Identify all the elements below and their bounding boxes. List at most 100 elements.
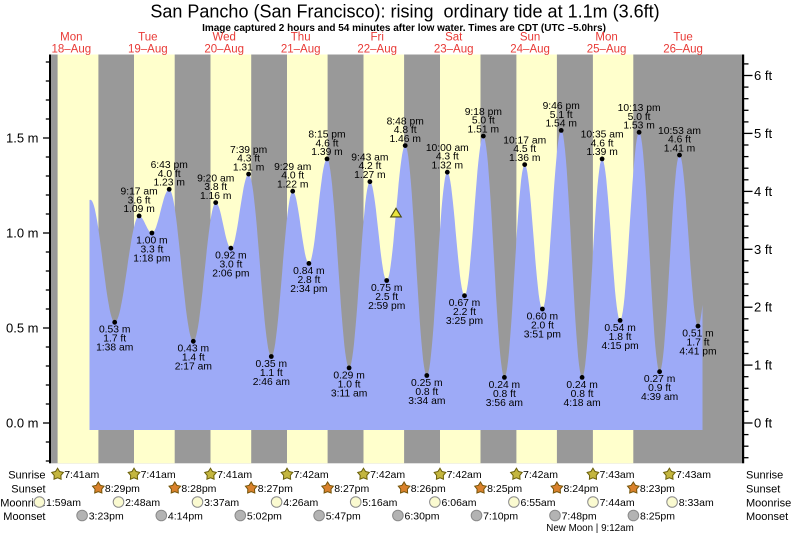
svg-text:0.84 m: 0.84 m [293, 266, 324, 277]
svg-text:5.1 ft: 5.1 ft [550, 110, 573, 121]
svg-text:25–Aug: 25–Aug [587, 43, 627, 55]
svg-text:Sunrise: Sunrise [8, 470, 45, 482]
svg-text:0.92 m: 0.92 m [215, 251, 246, 262]
svg-text:1.22 m: 1.22 m [277, 180, 308, 191]
svg-text:9:20 am: 9:20 am [197, 173, 234, 184]
svg-text:4.8 ft: 4.8 ft [394, 125, 417, 136]
svg-text:4.0 ft: 4.0 ft [158, 169, 181, 180]
svg-text:Tue: Tue [138, 32, 157, 44]
svg-text:8:33am: 8:33am [679, 497, 714, 509]
svg-text:9:43 am: 9:43 am [351, 152, 388, 163]
svg-text:0.54 m: 0.54 m [604, 323, 635, 334]
svg-text:2:06 pm: 2:06 pm [212, 269, 249, 280]
svg-text:0.5 m: 0.5 m [6, 321, 39, 336]
svg-text:3:34 am: 3:34 am [408, 396, 445, 407]
svg-text:2.2 ft: 2.2 ft [453, 307, 476, 318]
svg-text:5 ft: 5 ft [754, 126, 772, 141]
svg-text:Sun: Sun [520, 32, 540, 44]
svg-text:Tue: Tue [673, 32, 692, 44]
svg-text:7:42am: 7:42am [294, 469, 329, 481]
svg-text:1.16 m: 1.16 m [200, 191, 231, 202]
svg-text:3:37am: 3:37am [204, 497, 239, 509]
svg-text:0.24 m: 0.24 m [566, 380, 597, 391]
svg-text:10:35 am: 10:35 am [581, 130, 624, 141]
svg-text:0.67 m: 0.67 m [449, 298, 480, 309]
svg-text:1.5 m: 1.5 m [6, 131, 39, 146]
svg-text:Sat: Sat [445, 32, 463, 44]
svg-text:8:48 pm: 8:48 pm [387, 116, 424, 127]
svg-text:1.0 m: 1.0 m [6, 226, 39, 241]
svg-text:2:34 pm: 2:34 pm [290, 284, 327, 295]
svg-text:3:25 pm: 3:25 pm [446, 316, 483, 327]
svg-text:19–Aug: 19–Aug [128, 43, 168, 55]
svg-text:8:24pm: 8:24pm [564, 483, 599, 495]
svg-text:3.6 ft: 3.6 ft [128, 195, 151, 206]
svg-text:5:02pm: 5:02pm [247, 510, 282, 522]
svg-text:3.3 ft: 3.3 ft [140, 244, 163, 255]
svg-text:10:53 am: 10:53 am [658, 126, 701, 137]
svg-text:1.23 m: 1.23 m [153, 178, 184, 189]
svg-text:4.3 ft: 4.3 ft [436, 152, 459, 163]
svg-text:0.25 m: 0.25 m [411, 378, 442, 389]
svg-text:8:23pm: 8:23pm [640, 483, 675, 495]
svg-text:1.53 m: 1.53 m [623, 121, 654, 132]
svg-text:1.32 m: 1.32 m [432, 161, 463, 172]
svg-text:San Pancho (San Francisco): ri: San Pancho (San Francisco): rising ordin… [150, 2, 659, 22]
svg-text:1.51 m: 1.51 m [468, 124, 499, 135]
svg-text:2:48am: 2:48am [125, 497, 160, 509]
svg-text:1.41 m: 1.41 m [664, 143, 695, 154]
svg-text:2:59 pm: 2:59 pm [368, 301, 405, 312]
svg-text:Mon: Mon [60, 32, 82, 44]
svg-text:1.1 ft: 1.1 ft [260, 368, 283, 379]
svg-text:4:18 am: 4:18 am [563, 398, 600, 409]
svg-text:1.8 ft: 1.8 ft [609, 332, 632, 343]
svg-text:1.39 m: 1.39 m [586, 147, 617, 158]
svg-text:8:26pm: 8:26pm [411, 483, 446, 495]
svg-text:2 ft: 2 ft [754, 300, 772, 315]
svg-text:10:13 pm: 10:13 pm [618, 103, 661, 114]
svg-text:5.0 ft: 5.0 ft [472, 116, 495, 127]
svg-text:9:46 pm: 9:46 pm [543, 101, 580, 112]
svg-text:4.6 ft: 4.6 ft [668, 135, 691, 146]
svg-text:0.8 ft: 0.8 ft [415, 387, 438, 398]
svg-text:1.0 ft: 1.0 ft [338, 379, 361, 390]
svg-text:4:39 am: 4:39 am [641, 392, 678, 403]
svg-text:4:26am: 4:26am [283, 497, 318, 509]
svg-text:7:44am: 7:44am [600, 497, 635, 509]
svg-text:7:43am: 7:43am [600, 469, 635, 481]
svg-text:3:23pm: 3:23pm [89, 510, 124, 522]
svg-text:10:00 am: 10:00 am [426, 143, 469, 154]
svg-text:1.4 ft: 1.4 ft [182, 353, 205, 364]
svg-text:7:39 pm: 7:39 pm [230, 145, 267, 156]
svg-text:1.27 m: 1.27 m [354, 170, 385, 181]
svg-text:7:48pm: 7:48pm [562, 510, 597, 522]
svg-text:5:47pm: 5:47pm [326, 510, 361, 522]
svg-text:1.09 m: 1.09 m [123, 204, 154, 215]
svg-text:6:43 pm: 6:43 pm [151, 160, 188, 171]
svg-text:5.0 ft: 5.0 ft [628, 112, 651, 123]
svg-text:0.24 m: 0.24 m [489, 380, 520, 391]
svg-text:0.29 m: 0.29 m [333, 370, 364, 381]
svg-text:1.54 m: 1.54 m [545, 119, 576, 130]
svg-text:4:41 pm: 4:41 pm [679, 347, 716, 358]
svg-text:4.6 ft: 4.6 ft [591, 138, 614, 149]
svg-text:0.60 m: 0.60 m [527, 311, 558, 322]
svg-text:7:42am: 7:42am [523, 469, 558, 481]
svg-text:2:46 am: 2:46 am [253, 377, 290, 388]
svg-text:9:17 am: 9:17 am [120, 187, 157, 198]
svg-text:10:17 am: 10:17 am [503, 135, 546, 146]
svg-text:5:16am: 5:16am [362, 497, 397, 509]
svg-text:4.2 ft: 4.2 ft [358, 161, 381, 172]
svg-text:7:41am: 7:41am [64, 469, 99, 481]
svg-text:0.9 ft: 0.9 ft [648, 383, 671, 394]
svg-text:1.7 ft: 1.7 ft [103, 334, 126, 345]
svg-text:3.0 ft: 3.0 ft [219, 260, 242, 271]
svg-text:0.0 m: 0.0 m [6, 416, 39, 431]
svg-text:0.35 m: 0.35 m [256, 359, 287, 370]
svg-text:4:15 pm: 4:15 pm [601, 341, 638, 352]
svg-text:4.3 ft: 4.3 ft [237, 154, 260, 165]
svg-text:Sunset: Sunset [746, 483, 780, 495]
svg-text:8:25pm: 8:25pm [640, 510, 675, 522]
svg-text:Sunset: Sunset [11, 483, 45, 495]
svg-text:3:51 pm: 3:51 pm [524, 329, 561, 340]
